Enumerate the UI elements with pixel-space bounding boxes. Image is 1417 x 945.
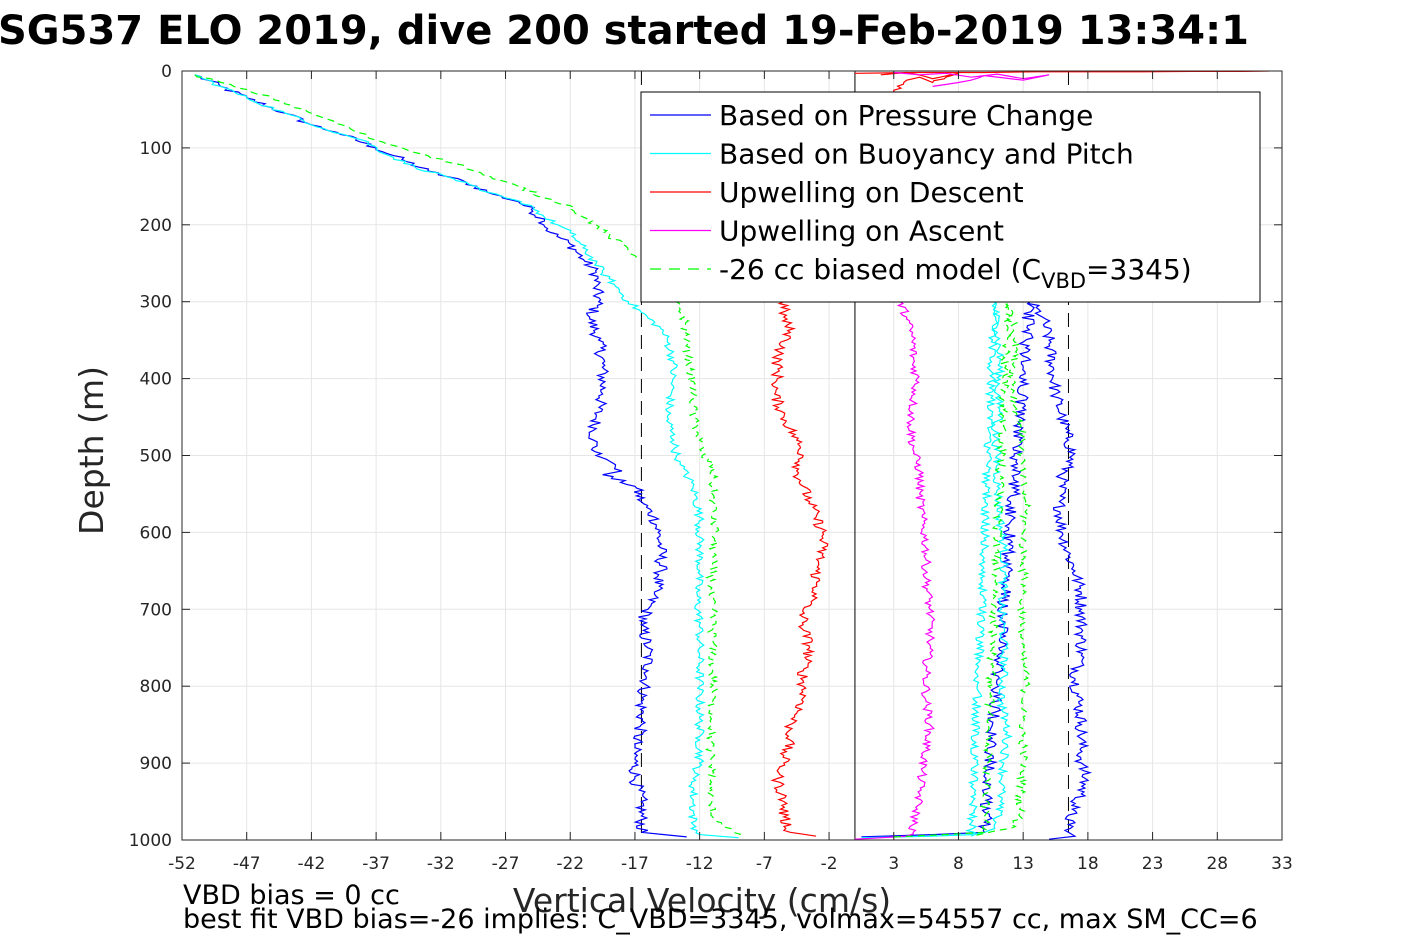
x-tick-label: 8 — [953, 854, 964, 874]
x-tick-label: 18 — [1077, 854, 1099, 874]
y-tick-label: 0 — [161, 62, 172, 82]
x-tick-label: -7 — [756, 854, 773, 874]
series-1-line-0 — [194, 74, 739, 839]
legend-label-2: Upwelling on Descent — [719, 176, 1024, 209]
x-tick-label: -52 — [168, 854, 196, 874]
legend-label-main: -26 cc biased model (C — [719, 253, 1041, 286]
x-tick-label: 28 — [1206, 854, 1228, 874]
series-0-line-1 — [861, 301, 1093, 840]
best-fit-note: best fit VBD bias=-26 implies: C_VBD=334… — [183, 904, 1258, 935]
x-tick-label: -47 — [233, 854, 261, 874]
y-tick-label: 900 — [140, 754, 172, 774]
y-tick-label: 1000 — [129, 831, 172, 851]
y-tick-label: 200 — [140, 216, 172, 236]
series-group — [194, 71, 1270, 840]
series-2-line-1 — [880, 71, 959, 95]
legend-label-3: Upwelling on Ascent — [719, 215, 1004, 248]
ticks: -52 -47 -42 -37 -32 -27 -22 -17 -12 -7 -2 3 8 13 18 23 2… — [129, 62, 1293, 874]
y-tick-label: 700 — [140, 600, 172, 620]
legend-label-tail: =3345) — [1086, 253, 1192, 286]
series-4-line-1 — [893, 300, 1032, 838]
x-tick-label: -2 — [821, 854, 838, 874]
x-tick-label: -32 — [427, 854, 455, 874]
y-tick-label: 400 — [140, 370, 172, 390]
x-tick-label: -27 — [492, 854, 520, 874]
vbd-bias-note: VBD bias = 0 cc — [183, 880, 400, 911]
x-tick-label: -17 — [621, 854, 649, 874]
x-tick-label: -37 — [362, 854, 390, 874]
legend-box — [640, 91, 1261, 303]
legend-label-1: Based on Buoyancy and Pitch — [719, 138, 1134, 171]
series-4-line-0 — [194, 74, 742, 837]
series-2-line-0 — [770, 301, 829, 837]
x-tick-label: 33 — [1271, 854, 1293, 874]
x-tick-label: -12 — [686, 854, 714, 874]
series-3-line-1 — [893, 71, 1050, 87]
y-tick-label: 800 — [140, 677, 172, 697]
y-tick-label: 600 — [140, 523, 172, 543]
x-tick-label: -42 — [298, 854, 326, 874]
y-axis-label: Depth (m) — [72, 366, 111, 535]
chart-title: SG537 ELO 2019, dive 200 started 19-Feb-… — [0, 8, 1249, 54]
x-tick-label: -22 — [556, 854, 584, 874]
legend-label-4: -26 cc biased model (CVBD=3345) — [719, 253, 1192, 293]
legend-label-0: Based on Pressure Change — [719, 99, 1093, 132]
x-tick-label: 13 — [1012, 854, 1034, 874]
legend: Based on Pressure Change Based on Buoyanc… — [640, 91, 1261, 303]
legend-label-subscript: VBD — [1041, 269, 1086, 293]
y-tick-label: 100 — [140, 139, 172, 159]
series-0-line-0 — [194, 74, 687, 838]
y-tick-label: 500 — [140, 447, 172, 467]
series-1-line-1 — [861, 301, 1014, 839]
x-tick-label: 3 — [888, 854, 899, 874]
x-axis-label: Vertical Velocity (cm/s) — [513, 881, 891, 920]
x-tick-label: 23 — [1142, 854, 1164, 874]
series-3-line-0 — [854, 301, 936, 840]
y-tick-label: 300 — [140, 293, 172, 313]
